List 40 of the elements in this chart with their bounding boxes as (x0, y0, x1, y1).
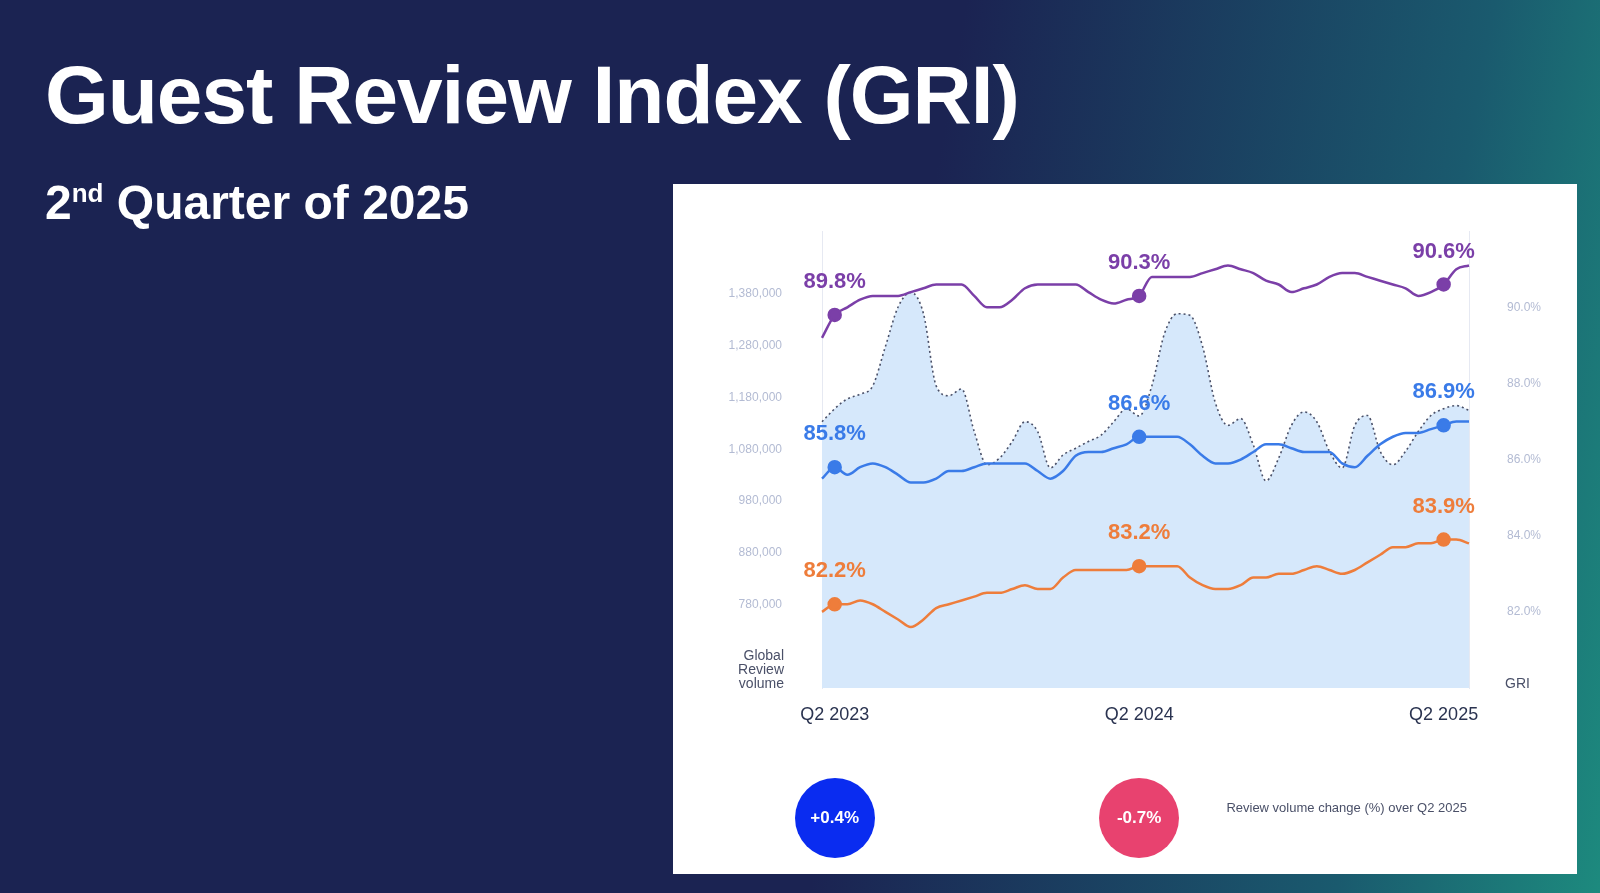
y-tick-label: 780,000 (738, 597, 783, 612)
y-axis-title: Global Review volume (738, 647, 785, 691)
circle-badge: -0.7% (1099, 778, 1180, 858)
data-label: 83.2% (1107, 519, 1171, 545)
data-label: 90.3% (1107, 248, 1171, 274)
data-label: 83.9% (1412, 492, 1475, 518)
point (1436, 418, 1451, 433)
data-label: 90.6% (1412, 237, 1475, 263)
y2-tick-label: 90.0% (1507, 299, 1542, 314)
point (1436, 532, 1451, 547)
x-tick-label: Q2 2023 (800, 703, 870, 724)
point (1131, 558, 1147, 574)
y2-tick-label: 82.0% (1507, 604, 1542, 619)
y-tick-label: 1,180,000 (728, 389, 783, 404)
y2-tick-label: 84.0% (1507, 528, 1542, 543)
data-label: 85.8% (803, 420, 866, 446)
point (827, 597, 842, 612)
y2-tick-label: 86.0% (1507, 451, 1542, 466)
data-label: 86.6% (1107, 389, 1171, 415)
text: 2$^{nd}$ Quarter of 2025 (45, 175, 469, 230)
circle-badge: +0.4% (794, 778, 875, 858)
point (1131, 429, 1147, 445)
y-tick-label: 1,080,000 (728, 441, 783, 456)
x-tick-label: Q2 2024 (1104, 703, 1174, 724)
point (1131, 288, 1147, 304)
y-tick-label: 1,280,000 (728, 337, 783, 352)
x-tick-label: Q2 2025 (1409, 703, 1479, 724)
y2-axis-title: GRI (1505, 675, 1530, 691)
data-label: 82.2% (803, 557, 866, 583)
chart-title: Guest Review Index (GRI) (45, 48, 1019, 142)
data-label: 86.9% (1412, 378, 1475, 404)
data-label: 89.8% (803, 268, 866, 294)
y2-tick-label: 88.0% (1507, 375, 1542, 390)
point (827, 459, 842, 475)
text: Review volume change (%) over Q2 2025 (1225, 799, 1467, 816)
point (1436, 277, 1451, 292)
y-tick-label: 880,000 (738, 545, 783, 560)
y-tick-label: 980,000 (738, 493, 783, 508)
point (827, 307, 842, 323)
y-tick-label: 1,380,000 (728, 285, 783, 300)
